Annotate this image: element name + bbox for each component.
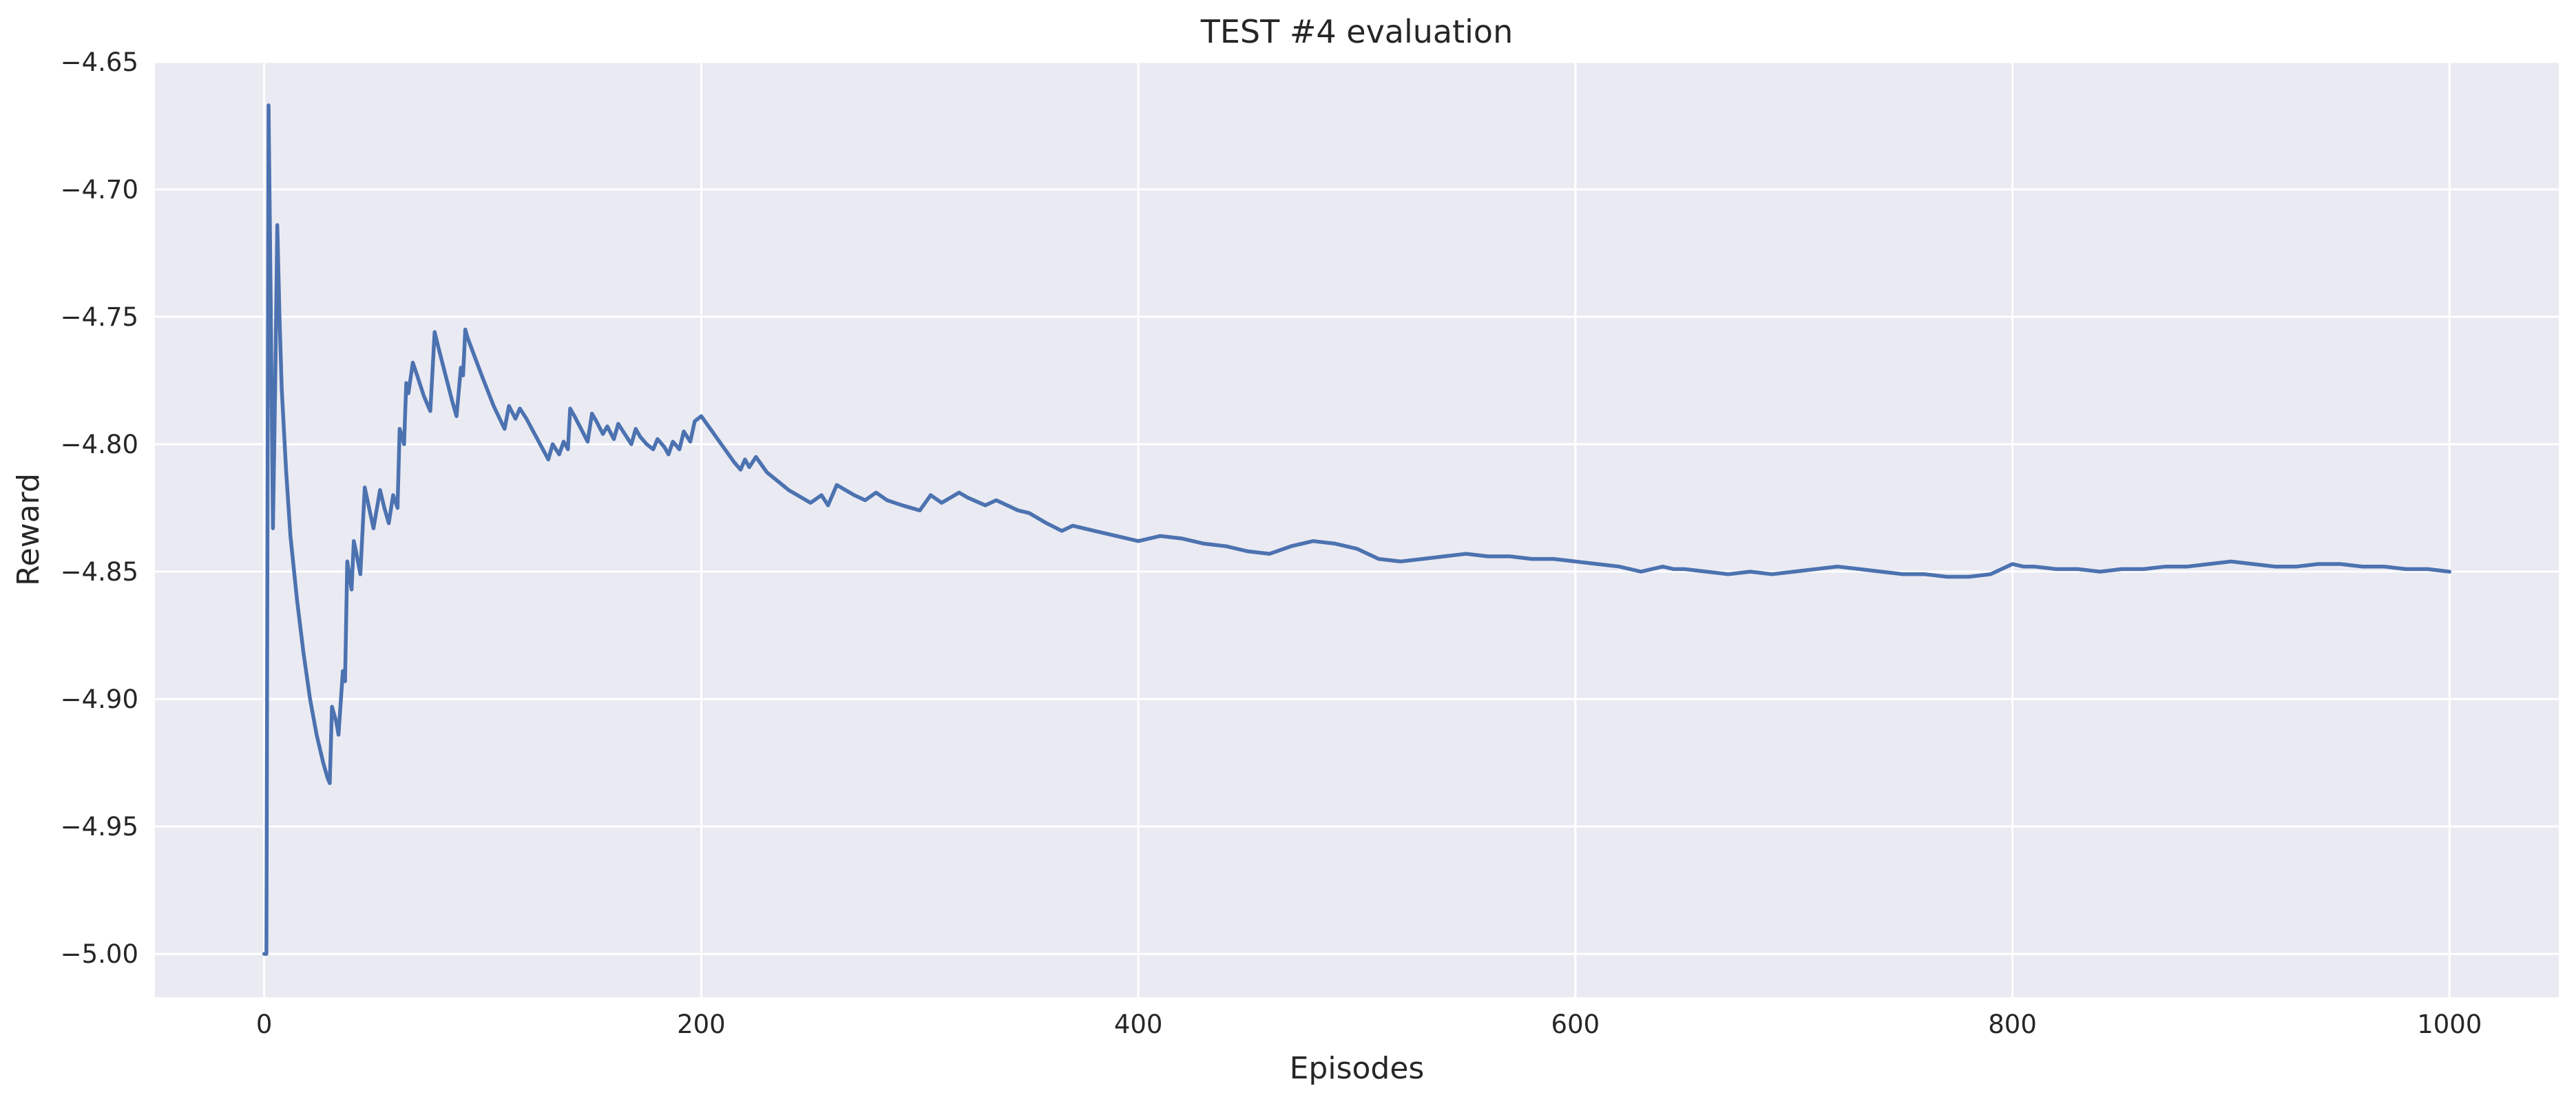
x-tick-label: 600 (1551, 1010, 1600, 1039)
series-line (262, 103, 2452, 956)
tick-labels: 0 200 400 600 800 1000 −5.00 −4.95 −4.90 −4.85 −4.… (61, 48, 2482, 1039)
series-layer (262, 103, 2452, 956)
y-tick-label: −4.90 (61, 685, 138, 714)
x-tick-label: 800 (1988, 1010, 2037, 1039)
x-tick-label: 0 (256, 1010, 273, 1039)
y-axis-title: Reward (11, 473, 46, 586)
y-tick-label: −4.65 (61, 48, 138, 77)
y-tick-label: −4.85 (61, 557, 138, 587)
x-axis-title: Episodes (1290, 1051, 1425, 1086)
grid-lines (155, 61, 2559, 997)
x-tick-label: 400 (1114, 1010, 1163, 1039)
x-tick-label: 1000 (2417, 1010, 2482, 1039)
y-tick-label: −4.70 (61, 175, 138, 205)
plot-area (155, 62, 2559, 997)
y-tick-label: −5.00 (61, 939, 138, 969)
y-tick-label: −4.75 (61, 302, 138, 332)
chart-title: TEST #4 evaluation (1200, 13, 1513, 50)
y-tick-label: −4.95 (61, 812, 138, 842)
x-tick-label: 200 (677, 1010, 726, 1039)
y-tick-label: −4.80 (61, 430, 138, 459)
